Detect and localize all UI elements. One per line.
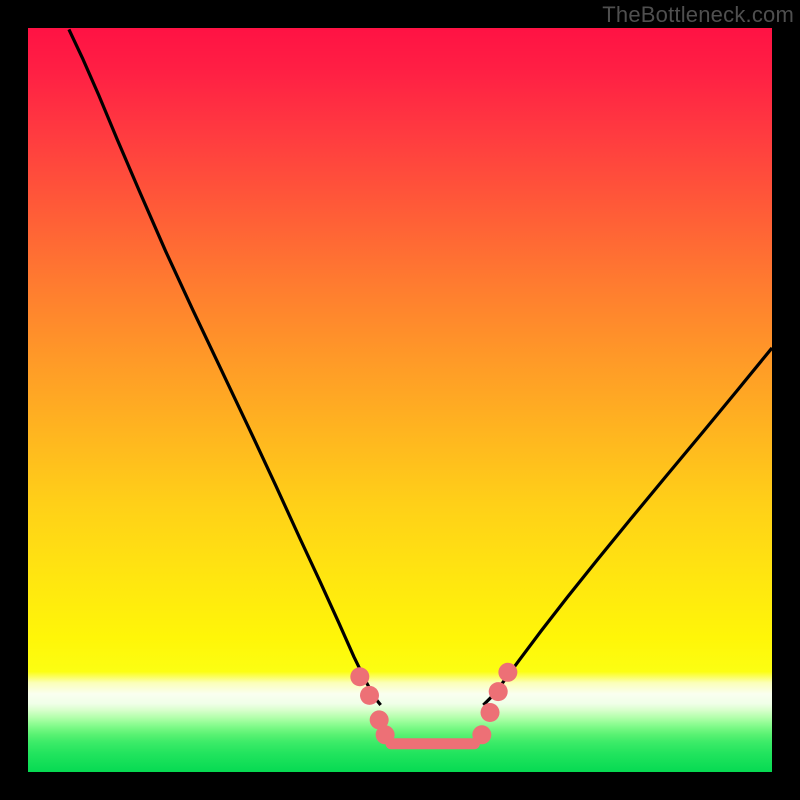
plot-area [28, 28, 772, 772]
watermark-text: TheBottleneck.com [602, 2, 794, 28]
highlight-markers [350, 663, 517, 745]
plot-overlay [28, 28, 772, 772]
bottleneck-curves [69, 29, 772, 705]
chart-container: TheBottleneck.com [0, 0, 800, 800]
